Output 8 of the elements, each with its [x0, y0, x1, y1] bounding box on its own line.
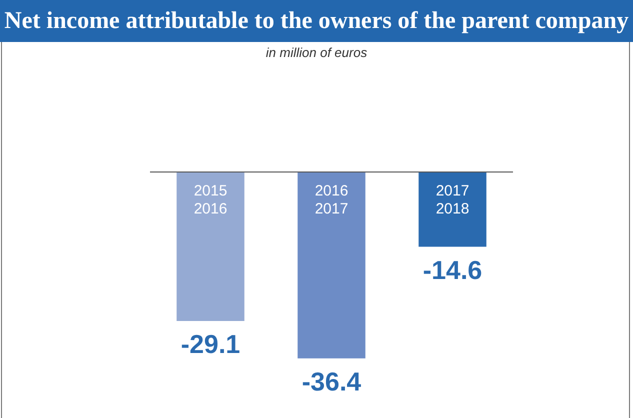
chart-title: Net income attributable to the owners of the parent company [0, 0, 633, 42]
data-label: -36.4 [302, 366, 362, 397]
x-tick-label: 2017 2018 [436, 182, 470, 218]
chart-subtitle: in million of euros [264, 45, 368, 60]
x-tick-label: 2016 2017 [314, 182, 348, 218]
data-label: -14.6 [422, 254, 482, 285]
data-label: -29.1 [180, 329, 240, 360]
x-tick-label: 2015 2016 [194, 182, 228, 218]
